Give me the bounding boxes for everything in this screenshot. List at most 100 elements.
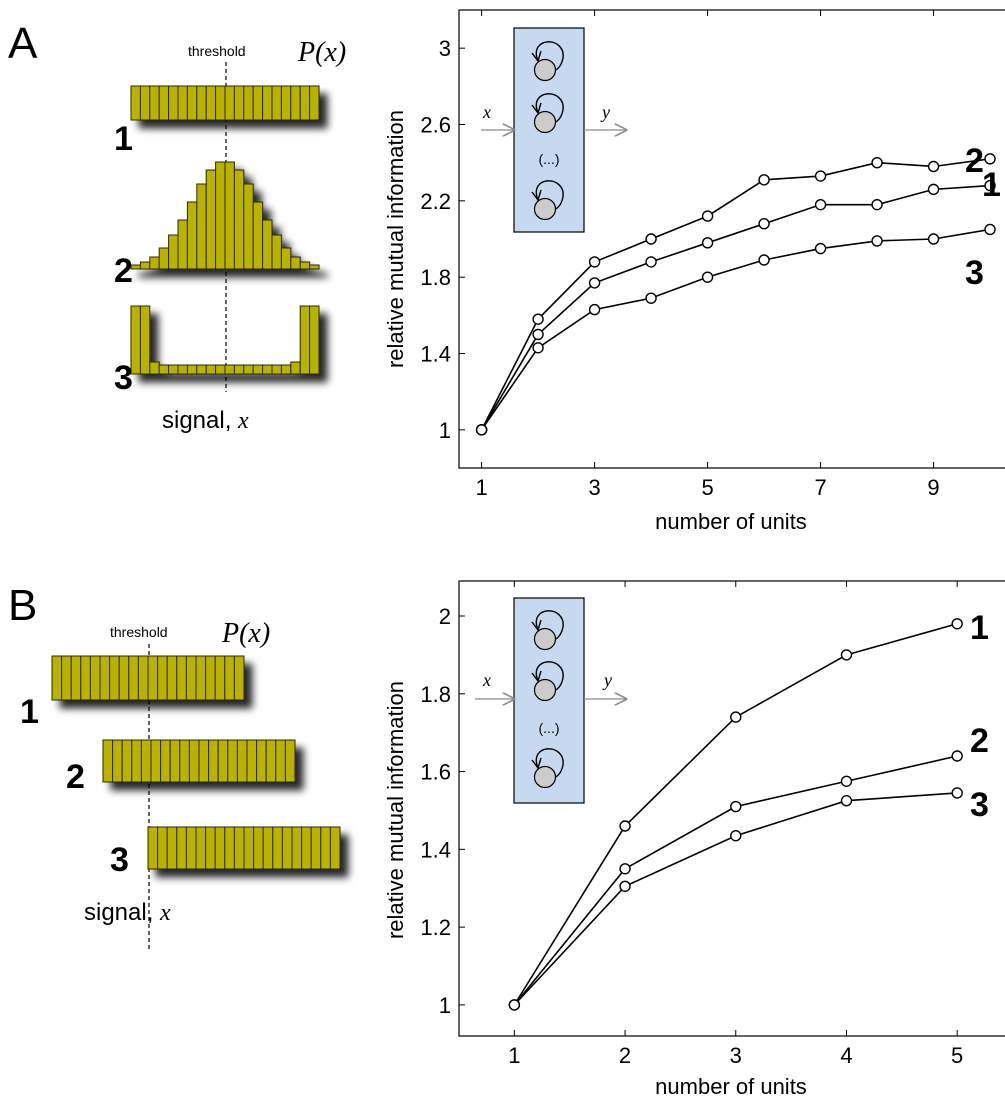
panel-b-dist-1-bar — [147, 655, 159, 701]
panel-b-xtick-label: 1 — [508, 1043, 520, 1068]
panel-b-dist-3-bar — [195, 826, 207, 870]
panel-b-dist-3-bar — [205, 826, 216, 870]
panel-b-dist-1-bar — [166, 655, 178, 701]
panel-a-chart: 1 3 5 7 911.41.82.22.63 213 number of units … — [383, 9, 1005, 534]
panel-a-series-3-point — [871, 235, 883, 247]
panel-b-dist-2-bar — [208, 739, 219, 783]
panel-a-dist-2-bar — [196, 183, 207, 270]
panel-b-ytick-label: 1.4 — [420, 837, 451, 862]
panel-a-dist-2-bar — [215, 161, 226, 270]
panel-b-signal-label: signal, x — [84, 899, 171, 926]
panel-a-dist-3-bar — [309, 305, 320, 375]
panel-a-dist-label-3: 3 — [114, 359, 133, 397]
panel-a-series-2-point — [532, 313, 544, 325]
panel-a-dist-1-bar — [280, 85, 292, 121]
panel-a-inset-ellipsis: (...) — [539, 151, 560, 167]
panel-b-dist-3-bar — [329, 826, 341, 870]
panel-b-dist-3-bar — [233, 826, 245, 870]
panel-b-dist-3-bar — [310, 826, 322, 870]
panel-b-series-2-point — [951, 750, 963, 762]
panel-b-xtick-label: 2 — [619, 1043, 631, 1068]
panel-b-series: 1 2 3 — [508, 609, 989, 1011]
panel-b-xtick-label: 3 — [730, 1043, 742, 1068]
panel-b-dist-2-bar — [169, 739, 181, 783]
panel-b-inset-unit-circle — [533, 765, 557, 789]
panel-b-dist-1-bar — [61, 655, 72, 701]
panel-a-dist-1-bar — [243, 85, 254, 121]
panel-a-ytick-label: 1.8 — [420, 265, 451, 290]
panel-a-xtick-label: 1 — [475, 475, 487, 500]
panel-a-series-2-point — [588, 256, 601, 268]
panel-b-inset-self-loop-arrowhead — [531, 670, 542, 683]
panel-b-inset-unit-circle — [533, 678, 557, 702]
panel-a-dist-1-bar — [271, 85, 282, 121]
panel-b-dist-2-bar — [275, 739, 286, 783]
panel-b-series-1-point — [951, 618, 963, 630]
panel-a-dist-3-bar — [252, 364, 264, 375]
panel-a-dist-1-bar — [177, 85, 188, 121]
panel-a-series-1-point — [927, 183, 940, 196]
panel-b-inset-unit-circle — [533, 627, 557, 651]
panel-a-series: 21 3 — [475, 142, 1001, 436]
panel-b-dist-1 — [51, 655, 245, 701]
panel-a-dist-1-bar — [299, 85, 311, 121]
panel-b-chart: 1 2 3 4 511.21.41.61.82 123 number of units … — [383, 580, 1005, 1099]
panel-a-dist-1-bar — [290, 85, 301, 121]
panel-b-dist-1-bar — [176, 655, 187, 701]
panel-b-dist-1-bar — [205, 655, 216, 701]
panel-b-ytick-label: 1 — [439, 993, 451, 1018]
panel-a-dist-1-bar — [262, 85, 273, 121]
panel-a-series-2-label: 2 — [965, 142, 984, 180]
panel-a-dist-2-bar — [262, 219, 273, 270]
panel-b-dist-2-bar — [160, 739, 171, 783]
panel-b-series-3-point — [951, 787, 963, 799]
panel-b-inset-self-loop-arrowhead — [531, 619, 542, 632]
panel-b-xtick-label: 4 — [840, 1043, 852, 1068]
panel-a-inset-self-loop-arrowhead — [531, 189, 542, 202]
panel-b-series-3-point — [619, 880, 631, 892]
panel-a-dist-1-bar — [186, 85, 198, 121]
panel-a-dist-3-bar — [205, 364, 217, 375]
panel-b-xtick-label: 5 — [951, 1043, 963, 1068]
panel-a-dist-1-bar — [215, 85, 226, 121]
panel-a-dist-3-bar — [290, 361, 301, 375]
panel-a-ytick-label: 1 — [439, 418, 451, 443]
panel-a-dist-3-bar — [243, 364, 254, 375]
panel-a-dist-3-bar — [299, 305, 311, 375]
panel-a-series-1-label: 1 — [982, 166, 1001, 204]
panel-a-series-3-point — [645, 292, 657, 304]
panel-a-dist-1 — [130, 85, 320, 121]
panel-a-dist-2-bar — [139, 261, 151, 270]
panel-a-inset-self-loop-arrowhead — [531, 50, 542, 63]
panel-a-dist-2-bar — [299, 261, 311, 270]
panel-b-dist-3-bar — [281, 826, 293, 870]
panel-a-inset-unit-circle — [533, 110, 557, 134]
panel-a-inset-nodes — [531, 41, 564, 221]
panel-a-dist-3-bar — [233, 364, 245, 375]
panel-a-label: A — [8, 19, 38, 68]
panel-a-dist-3-bar — [186, 364, 198, 375]
panel-a-series-3-label: 3 — [965, 254, 984, 292]
panel-a-dist-2 — [130, 161, 320, 270]
panel-b-ytick-label: 1.2 — [420, 915, 451, 940]
panel-b-dist-2-bar — [179, 739, 190, 783]
panel-a-px-label: P(x) — [297, 37, 346, 68]
panel-b-dist-1-bar — [128, 655, 139, 701]
panel-a-dist-3-bar — [158, 364, 170, 375]
panel-b-ytick-label: 1.6 — [420, 760, 451, 785]
panel-a-dist-3-bar — [262, 364, 273, 375]
panel-b-dist-1-bar — [195, 655, 207, 701]
panel-a-dist-2-bar — [271, 234, 282, 270]
panel-a-inset-y: y — [600, 102, 610, 122]
panel-b-dist-2-bar — [131, 739, 142, 783]
panel-a-dist-1-bar — [233, 85, 245, 121]
panel-a-dist-2-bar — [233, 169, 245, 270]
panel-a-series-3-point — [475, 424, 488, 436]
panel-b-dist-1-bar — [80, 655, 91, 701]
panel-a-inset-unit-circle — [533, 58, 557, 82]
panel-a-dist-label-1: 1 — [114, 120, 133, 158]
panel-b-series-1-point — [619, 820, 631, 832]
panel-b-dist-3-bar — [166, 826, 178, 870]
panel-b-series-2-label: 2 — [970, 722, 989, 760]
